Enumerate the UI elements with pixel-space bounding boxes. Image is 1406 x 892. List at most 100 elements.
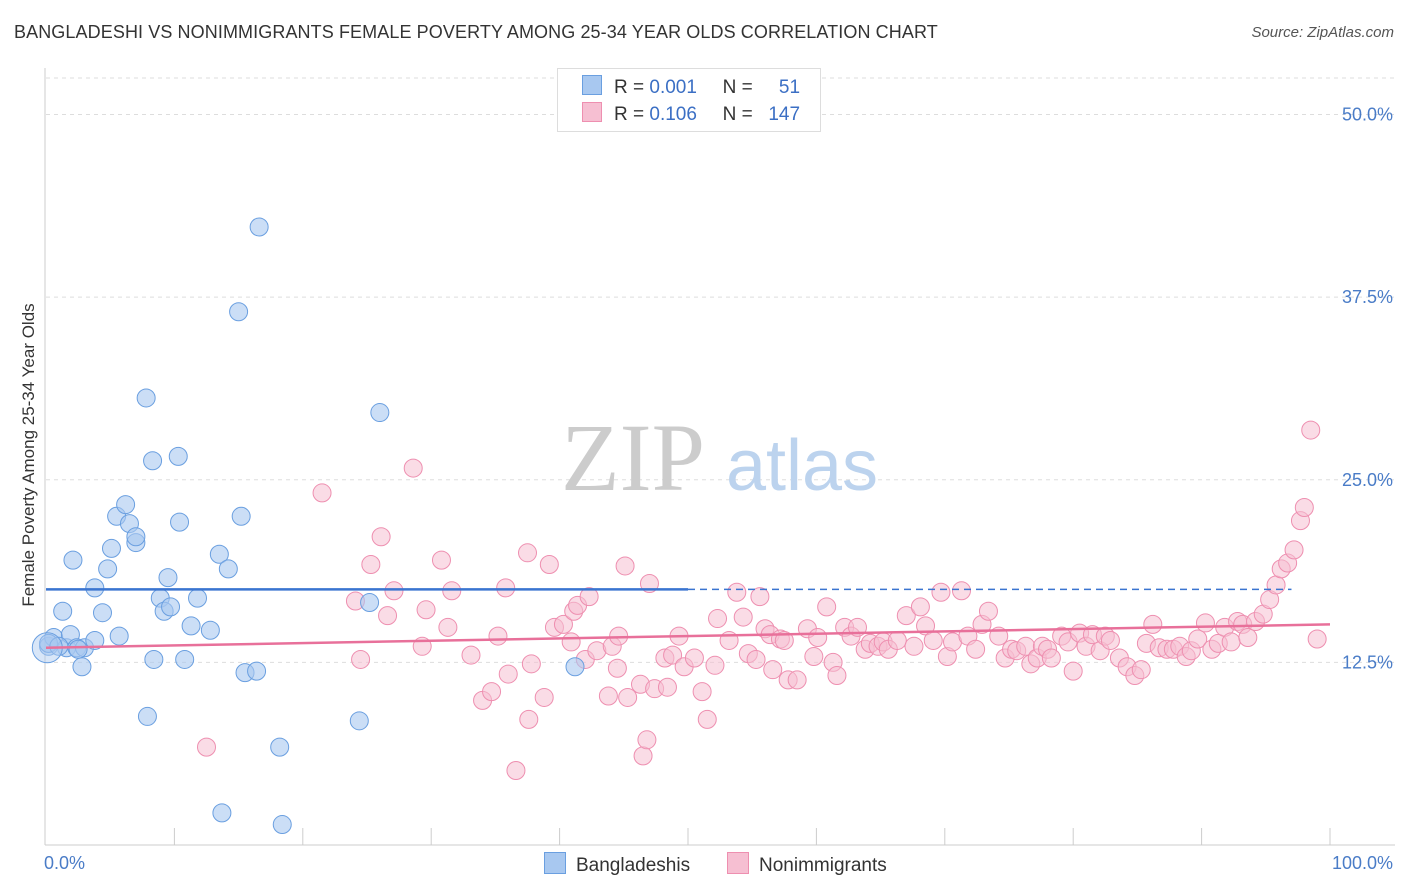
legend-r-value: 0.001 bbox=[649, 77, 697, 98]
bangladeshis-point bbox=[53, 601, 73, 621]
nonimmigrants-point bbox=[904, 636, 924, 656]
trend-lines bbox=[45, 588, 1331, 650]
bangladeshis-point bbox=[85, 578, 105, 598]
axes bbox=[44, 68, 1395, 846]
legend-n-value: 147 bbox=[768, 104, 801, 125]
tick-labels: 12.5% 25.0% 37.5% 50.0% 0.0% 100.0% bbox=[44, 105, 1393, 873]
bangladeshis-point bbox=[272, 815, 292, 835]
bangladeshis-point bbox=[360, 592, 380, 612]
bottom-legend-swatch-blue bbox=[544, 852, 566, 874]
nonimmigrants-point bbox=[496, 578, 516, 598]
bangladeshis-point bbox=[370, 403, 390, 423]
nonimmigrants-point bbox=[482, 682, 502, 702]
bangladeshis-point bbox=[161, 597, 181, 617]
legend-swatch-blue bbox=[582, 75, 602, 95]
nonimmigrants-point bbox=[684, 648, 704, 668]
nonimmigrants-point bbox=[197, 737, 216, 757]
nonimmigrants-point bbox=[1301, 420, 1321, 440]
chart-title: BANGLADESHI VS NONIMMIGRANTS FEMALE POVE… bbox=[14, 22, 938, 42]
nonimmigrants-point bbox=[1284, 540, 1304, 560]
nonimmigrants-point bbox=[916, 616, 936, 636]
bangladeshis-point bbox=[136, 388, 156, 408]
bangladeshis-point bbox=[63, 550, 83, 570]
nonimmigrants-point bbox=[817, 597, 837, 617]
nonimmigrants-point bbox=[361, 554, 381, 574]
nonimmigrants-point bbox=[705, 655, 725, 675]
nonimmigrants-point bbox=[910, 597, 930, 617]
bangladeshis-point bbox=[109, 626, 129, 646]
nonimmigrants-point bbox=[1063, 661, 1083, 681]
bangladeshis-point bbox=[188, 588, 208, 608]
nonimmigrants-point bbox=[461, 645, 481, 665]
bottom-legend-label: Nonimmigrants bbox=[759, 855, 887, 876]
nonimmigrants-point bbox=[966, 639, 986, 659]
bangladeshis-point bbox=[565, 657, 585, 677]
bottom-legend-swatch-pink bbox=[727, 852, 749, 874]
nonimmigrants-point bbox=[519, 709, 539, 729]
legend-n-label: N = bbox=[722, 77, 753, 98]
nonimmigrants-point bbox=[442, 581, 462, 601]
bangladeshis-point bbox=[72, 657, 92, 677]
bangladeshis-point bbox=[212, 803, 232, 823]
x-tick-label: 100.0% bbox=[1332, 853, 1393, 873]
bangladeshis-point bbox=[168, 446, 188, 466]
legend-r-value: 0.106 bbox=[649, 104, 697, 125]
nonimmigrants-point bbox=[521, 654, 541, 674]
nonimmigrants-point bbox=[607, 658, 627, 678]
nonimmigrants-point bbox=[663, 645, 683, 665]
bangladeshis-point bbox=[98, 559, 118, 579]
bangladeshis-point bbox=[249, 217, 269, 237]
nonimmigrants-point bbox=[746, 649, 766, 669]
legend-n-label: N = bbox=[722, 104, 753, 125]
nonimmigrants-point bbox=[697, 709, 717, 729]
nonimmigrants-point bbox=[561, 632, 581, 652]
bottom-legend-label: Bangladeshis bbox=[576, 855, 691, 876]
bangladeshis-point bbox=[144, 649, 164, 669]
bangladeshis-point bbox=[229, 302, 249, 322]
bangladeshis-point bbox=[158, 568, 178, 588]
nonimmigrants-point bbox=[431, 550, 451, 570]
bangladeshis-point bbox=[92, 603, 112, 623]
nonimmigrants-point bbox=[639, 573, 659, 593]
nonimmigrants-point bbox=[579, 587, 599, 607]
bangladeshis-point bbox=[349, 711, 369, 731]
watermark: ZIP atlas bbox=[561, 404, 878, 511]
nonimmigrants-point bbox=[618, 687, 638, 707]
nonimmigrants-point bbox=[708, 609, 728, 629]
y-axis-label: Female Poverty Among 25-34 Year Olds bbox=[19, 303, 38, 606]
nonimmigrants-point bbox=[312, 483, 332, 503]
nonimmigrants-point bbox=[733, 607, 753, 627]
nonimmigrants-point bbox=[518, 543, 537, 563]
nonimmigrants-point bbox=[827, 666, 847, 686]
nonimmigrants-point bbox=[931, 582, 951, 602]
nonimmigrants-point bbox=[633, 746, 653, 766]
nonimmigrants-trend-line bbox=[45, 623, 1331, 650]
bangladeshis-point bbox=[137, 706, 157, 726]
nonimmigrants-point bbox=[506, 760, 526, 780]
series-nonimmigrants bbox=[197, 420, 1327, 780]
nonimmigrants-point bbox=[384, 581, 404, 601]
nonimmigrants-point bbox=[1041, 648, 1061, 668]
nonimmigrants-point bbox=[951, 581, 971, 601]
bangladeshis-point bbox=[68, 639, 88, 659]
nonimmigrants-point bbox=[1143, 614, 1163, 634]
legend-r-label: R = bbox=[614, 77, 645, 98]
nonimmigrants-point bbox=[1266, 575, 1286, 595]
legend-r-label: R = bbox=[614, 104, 645, 125]
nonimmigrants-point bbox=[598, 686, 618, 706]
bangladeshis-point bbox=[247, 661, 267, 681]
nonimmigrants-point bbox=[657, 677, 677, 697]
bangladeshis-point bbox=[143, 451, 163, 471]
legend-swatch-pink bbox=[582, 102, 602, 122]
nonimmigrants-point bbox=[539, 554, 559, 574]
y-tick-label: 25.0% bbox=[1342, 470, 1393, 490]
nonimmigrants-point bbox=[787, 670, 807, 690]
nonimmigrants-point bbox=[371, 527, 391, 547]
nonimmigrants-point bbox=[1100, 630, 1120, 650]
nonimmigrants-point bbox=[438, 617, 458, 637]
nonimmigrants-point bbox=[351, 649, 371, 669]
grid-lines bbox=[46, 77, 1395, 663]
nonimmigrants-point bbox=[692, 682, 712, 702]
nonimmigrants-point bbox=[1294, 498, 1314, 518]
